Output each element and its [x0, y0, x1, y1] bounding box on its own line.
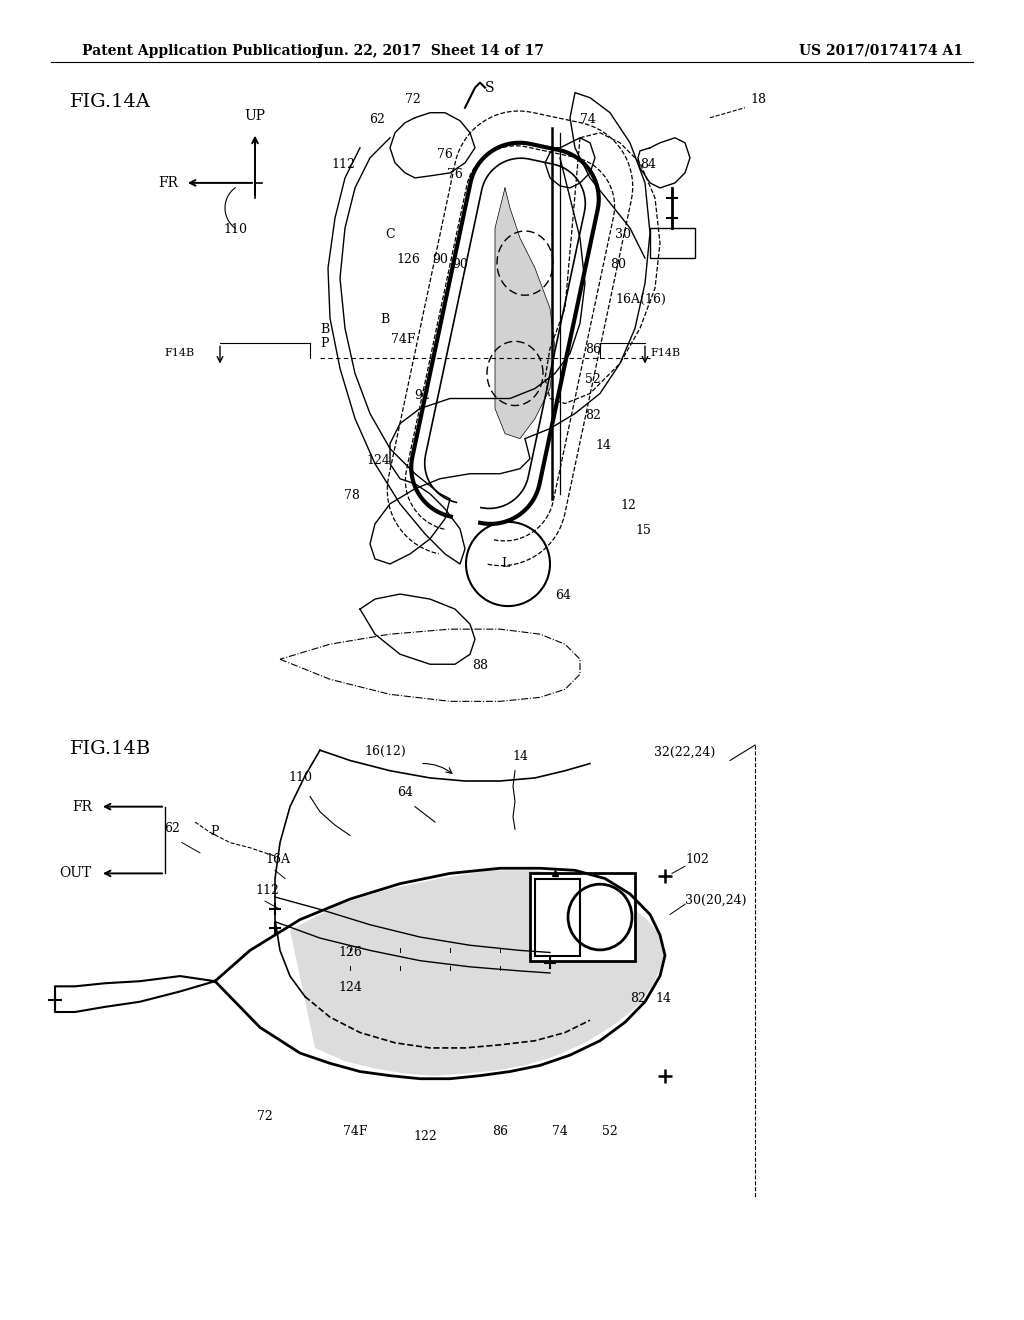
Text: 52: 52	[585, 374, 601, 387]
Text: 110: 110	[288, 771, 312, 784]
Text: 16(12): 16(12)	[365, 746, 406, 758]
Text: 82: 82	[585, 409, 601, 421]
Text: 90: 90	[452, 259, 468, 271]
Text: B: B	[380, 313, 389, 326]
Text: 64: 64	[397, 787, 413, 800]
Text: 52: 52	[602, 1125, 617, 1138]
Text: 110: 110	[223, 223, 247, 236]
Text: 84: 84	[640, 158, 656, 170]
Text: P: P	[211, 825, 219, 838]
Text: US 2017/0174174 A1: US 2017/0174174 A1	[799, 44, 963, 58]
Text: FR: FR	[72, 800, 92, 813]
Text: 74: 74	[580, 112, 596, 125]
Text: P: P	[319, 338, 329, 350]
Text: OUT: OUT	[59, 866, 92, 880]
Text: 92: 92	[415, 388, 430, 401]
Polygon shape	[290, 870, 665, 1076]
Text: 62: 62	[164, 822, 180, 836]
Text: C: C	[385, 228, 395, 242]
Text: F14B: F14B	[165, 348, 195, 359]
Text: 86: 86	[492, 1125, 508, 1138]
Text: 16A: 16A	[265, 853, 290, 866]
Text: Patent Application Publication: Patent Application Publication	[82, 44, 322, 58]
Text: 74: 74	[552, 1125, 568, 1138]
Text: 76: 76	[437, 148, 453, 161]
Text: 122: 122	[413, 1130, 437, 1143]
Text: 14: 14	[595, 438, 611, 451]
Text: 12: 12	[620, 499, 636, 512]
Text: F14B: F14B	[650, 348, 680, 359]
Text: 14: 14	[512, 751, 528, 763]
Text: FR: FR	[158, 176, 178, 190]
Text: 16A(16): 16A(16)	[615, 293, 666, 306]
Text: 14: 14	[655, 991, 671, 1005]
FancyBboxPatch shape	[535, 879, 580, 956]
Text: 32(22,24): 32(22,24)	[654, 746, 716, 758]
Text: 30: 30	[615, 228, 631, 242]
Text: FIG.14A: FIG.14A	[70, 92, 151, 111]
Text: S: S	[485, 81, 495, 95]
Text: 18: 18	[750, 92, 766, 106]
Text: 112: 112	[255, 884, 279, 896]
Text: 80: 80	[610, 259, 626, 271]
Text: 78: 78	[344, 488, 360, 502]
Text: L: L	[501, 557, 509, 570]
Text: 74F: 74F	[343, 1125, 368, 1138]
Text: 124: 124	[367, 454, 390, 467]
Text: 126: 126	[396, 253, 420, 267]
Text: 72: 72	[406, 92, 421, 106]
Text: 64: 64	[555, 589, 571, 602]
FancyBboxPatch shape	[530, 874, 635, 961]
Text: 126: 126	[338, 945, 361, 958]
FancyBboxPatch shape	[650, 228, 695, 259]
Text: 124: 124	[338, 982, 361, 994]
Text: 102: 102	[685, 853, 709, 866]
Text: 88: 88	[472, 659, 488, 672]
Text: 30(20,24): 30(20,24)	[685, 894, 746, 907]
Text: 15: 15	[635, 524, 651, 537]
Text: 74F: 74F	[390, 334, 415, 346]
Text: 86: 86	[585, 343, 601, 356]
Text: UP: UP	[245, 108, 265, 123]
Text: 90: 90	[432, 253, 447, 267]
Text: B: B	[321, 323, 330, 337]
Polygon shape	[495, 187, 555, 438]
Text: 112: 112	[331, 158, 355, 170]
Text: Jun. 22, 2017  Sheet 14 of 17: Jun. 22, 2017 Sheet 14 of 17	[316, 44, 544, 58]
Text: FIG.14B: FIG.14B	[70, 741, 152, 758]
Text: 76: 76	[447, 168, 463, 181]
Text: 72: 72	[257, 1110, 272, 1123]
Text: 62: 62	[369, 112, 385, 125]
Text: 82: 82	[630, 991, 646, 1005]
